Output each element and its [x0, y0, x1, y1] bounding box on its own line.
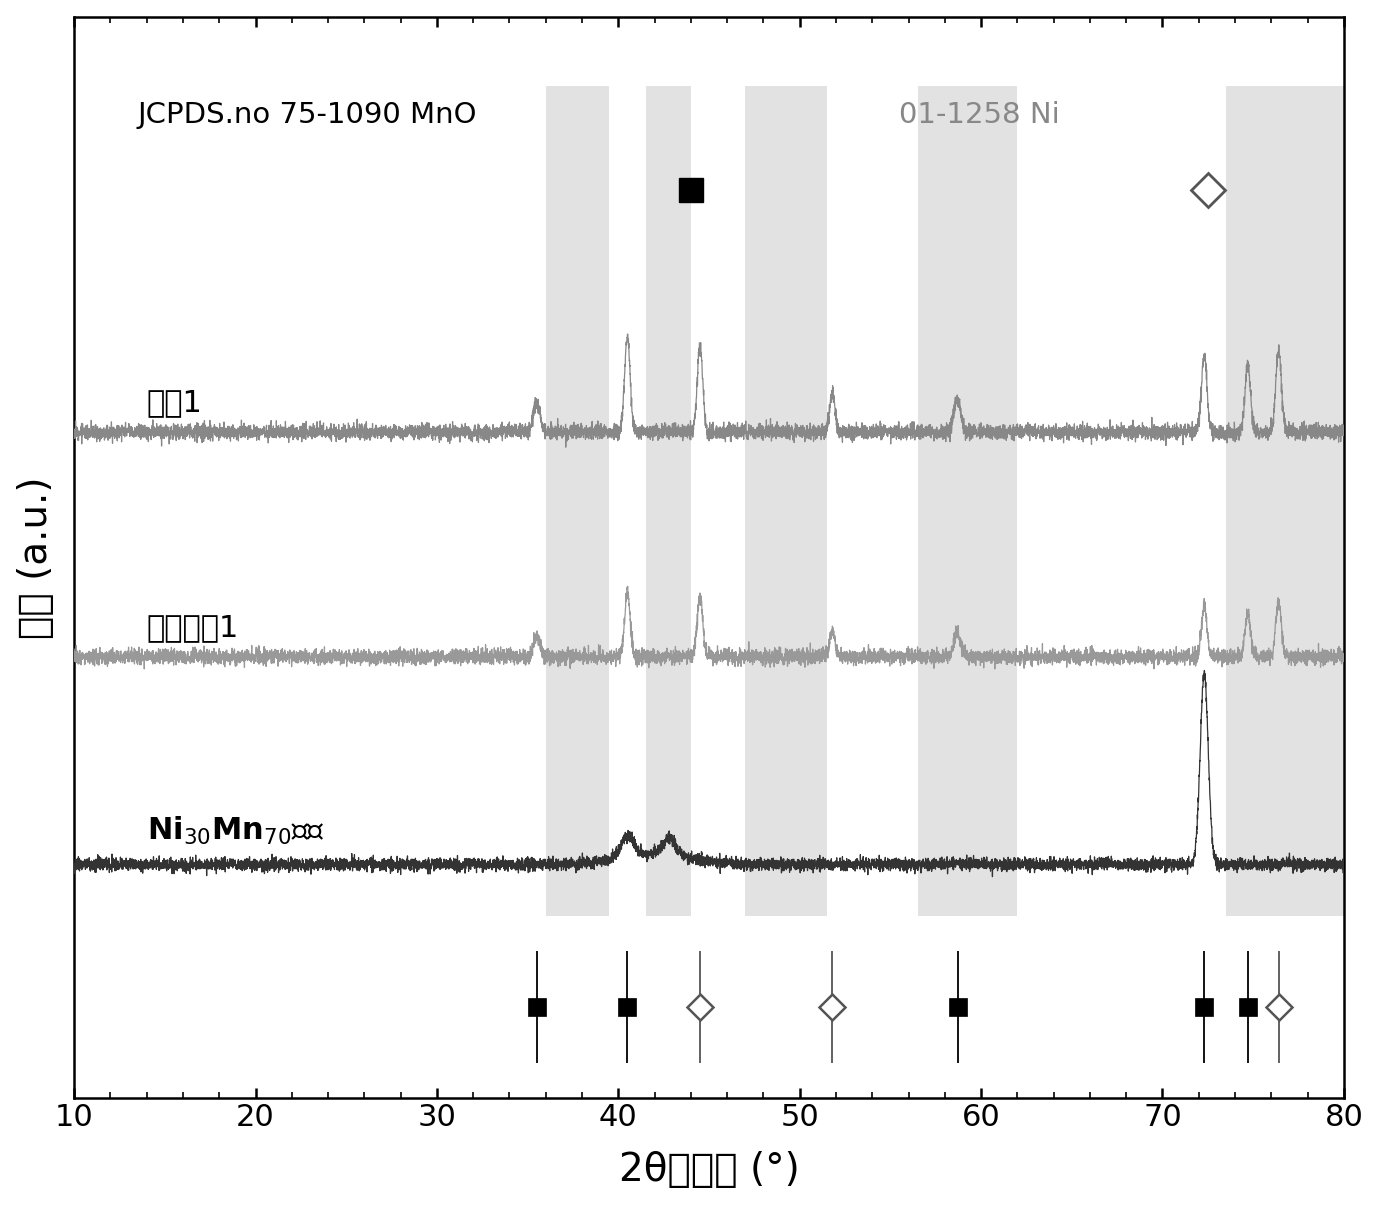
Bar [646, 86, 691, 917]
Bar [918, 86, 1017, 917]
Y-axis label: 强度 (a.u.): 强度 (a.u.) [17, 476, 55, 639]
Bar [745, 86, 827, 917]
Bar [545, 86, 609, 917]
Bar [1225, 86, 1352, 917]
Text: 对比样品1: 对比样品1 [146, 613, 239, 642]
Text: JCPDS.no 75-1090 MnO: JCPDS.no 75-1090 MnO [138, 101, 477, 129]
Text: 01-1258 Ni: 01-1258 Ni [900, 101, 1060, 129]
Text: 样品1: 样品1 [146, 388, 203, 417]
X-axis label: 2θ衍射角 (°): 2θ衍射角 (°) [618, 1152, 799, 1189]
Text: Ni$_{30}$Mn$_{70}$合金: Ni$_{30}$Mn$_{70}$合金 [146, 815, 324, 848]
